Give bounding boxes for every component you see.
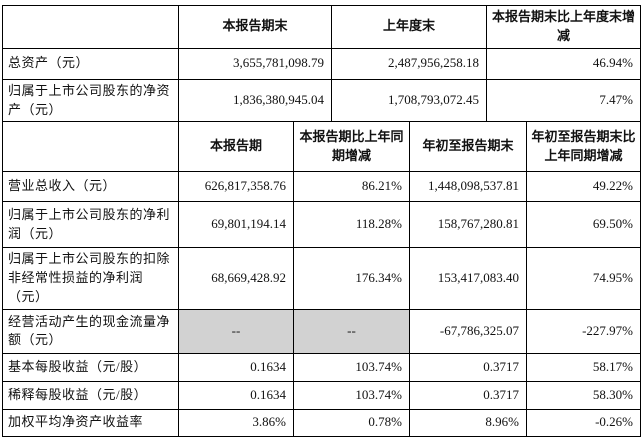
cell-value: 0.1634 [178,380,294,410]
col-header-prior-year-end: 上年度末 [331,5,487,49]
cell-value: 2,487,956,258.18 [331,47,487,80]
table-row: 归属于上市公司股东的净利润（元） 69,801,194.14 118.28% 158,… [2,201,641,249]
cell-value: 158,767,280.81 [409,201,527,249]
col-header-year-to-date: 年初至报告期末 [409,121,527,173]
cell-value: 103.74% [293,380,410,410]
cell-value: 46.94% [486,47,641,80]
cell-value: 86.21% [293,171,410,203]
row-label: 基本每股收益（元/股） [2,352,179,382]
row-label: 总资产（元） [2,47,179,80]
cell-value: 74.95% [526,247,641,310]
table-row: 归属于上市公司股东的扣除非经常性损益的净利润（元） 68,669,428.92 17… [2,247,641,310]
cell-value: 0.1634 [178,352,294,382]
cell-value: 0.78% [293,408,410,437]
table-row: 稀释每股收益（元/股） 0.1634 103.74% 0.3717 58.30% [2,380,641,410]
cell-value: 118.28% [293,201,410,249]
financial-summary-document: 本报告期末 上年度末 本报告期末比上年度末增减 总资产（元） 3,655,781,… [2,5,641,437]
cell-value: 0.3717 [409,380,527,410]
cell-value: 0.3717 [409,352,527,382]
table-row: 归属于上市公司股东的净资产（元） 1,836,380,945.04 1,708,79… [2,78,641,123]
row-label: 营业总收入（元） [2,171,179,203]
cell-value: -67,786,325.07 [409,308,527,354]
row-label: 归属于上市公司股东的净利润（元） [2,201,179,249]
cell-value: 1,448,098,537.81 [409,171,527,203]
period-end-summary-table: 本报告期末 上年度末 本报告期末比上年度末增减 总资产（元） 3,655,781,… [2,5,641,123]
cell-value-na: -- [178,308,294,354]
table-header-row: 本报告期 本报告期比上年同期增减 年初至报告期末 年初至报告期末比上年同期增减 [2,121,641,173]
cell-value: 8.96% [409,408,527,437]
cell-value: 58.30% [526,380,641,410]
table-row: 总资产（元） 3,655,781,098.79 2,487,956,258.18 46… [2,47,641,80]
cell-value: 58.17% [526,352,641,382]
table-row: 营业总收入（元） 626,817,358.76 86.21% 1,448,098,53… [2,171,641,203]
cell-value: 103.74% [293,352,410,382]
cell-value-na: -- [293,308,410,354]
row-label: 经营活动产生的现金流量净额（元） [2,308,179,354]
table-header-row: 本报告期末 上年度末 本报告期末比上年度末增减 [2,5,641,49]
col-header-change-vs-prior-year-end: 本报告期末比上年度末增减 [486,5,641,49]
row-label: 归属于上市公司股东的扣除非经常性损益的净利润（元） [2,247,179,310]
cell-value: 176.34% [293,247,410,310]
cell-value: -0.26% [526,408,641,437]
row-label: 稀释每股收益（元/股） [2,380,179,410]
cell-value: 7.47% [486,78,641,123]
row-label: 归属于上市公司股东的净资产（元） [2,78,179,123]
col-header-current-period-end: 本报告期末 [178,5,332,49]
cell-value: 1,708,793,072.45 [331,78,487,123]
cell-value: 153,417,083.40 [409,247,527,310]
cell-value: 3.86% [178,408,294,437]
table-row: 加权平均净资产收益率 3.86% 0.78% 8.96% -0.26% [2,408,641,437]
col-header-current-period: 本报告期 [178,121,294,173]
col-header-ytd-change-vs-prior: 年初至报告期末比上年同期增减 [526,121,641,173]
cell-value: -227.97% [526,308,641,354]
table-row: 经营活动产生的现金流量净额（元） -- -- -67,786,325.07 -227.9… [2,308,641,354]
cell-value: 68,669,428.92 [178,247,294,310]
cell-value: 69.50% [526,201,641,249]
empty-corner-header [2,121,179,173]
cell-value: 3,655,781,098.79 [178,47,332,80]
cell-value: 49.22% [526,171,641,203]
year-to-date-summary-table: 本报告期 本报告期比上年同期增减 年初至报告期末 年初至报告期末比上年同期增减 … [2,121,641,437]
cell-value: 1,836,380,945.04 [178,78,332,123]
col-header-change-vs-prior-period: 本报告期比上年同期增减 [293,121,410,173]
row-label: 加权平均净资产收益率 [2,408,179,437]
table-row: 基本每股收益（元/股） 0.1634 103.74% 0.3717 58.17% [2,352,641,382]
cell-value: 626,817,358.76 [178,171,294,203]
cell-value: 69,801,194.14 [178,201,294,249]
empty-corner-header [2,5,179,49]
